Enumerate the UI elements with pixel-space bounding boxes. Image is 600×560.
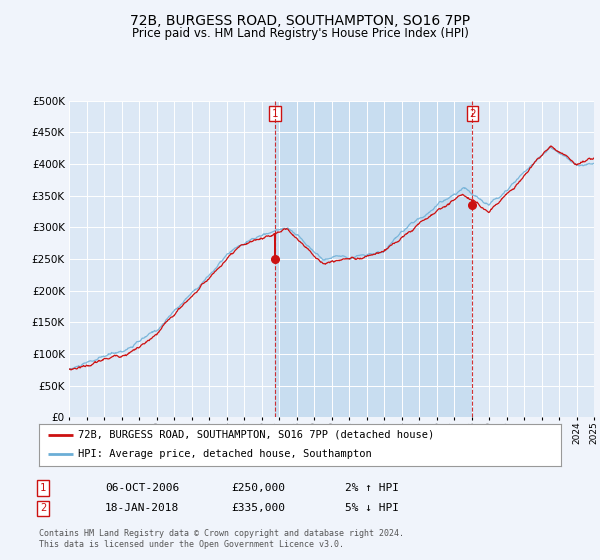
Text: 06-OCT-2006: 06-OCT-2006 <box>105 483 179 493</box>
Bar <box>275 101 472 417</box>
Text: 72B, BURGESS ROAD, SOUTHAMPTON, SO16 7PP (detached house): 72B, BURGESS ROAD, SOUTHAMPTON, SO16 7PP… <box>78 430 434 440</box>
Text: HPI: Average price, detached house, Southampton: HPI: Average price, detached house, Sout… <box>78 449 372 459</box>
Text: £250,000: £250,000 <box>231 483 285 493</box>
Text: £335,000: £335,000 <box>231 503 285 514</box>
Text: 5% ↓ HPI: 5% ↓ HPI <box>345 503 399 514</box>
Text: Price paid vs. HM Land Registry's House Price Index (HPI): Price paid vs. HM Land Registry's House … <box>131 27 469 40</box>
Text: 18-JAN-2018: 18-JAN-2018 <box>105 503 179 514</box>
Text: 2: 2 <box>40 503 46 514</box>
Text: 2% ↑ HPI: 2% ↑ HPI <box>345 483 399 493</box>
Text: 72B, BURGESS ROAD, SOUTHAMPTON, SO16 7PP: 72B, BURGESS ROAD, SOUTHAMPTON, SO16 7PP <box>130 14 470 28</box>
Text: 2: 2 <box>469 109 476 119</box>
Text: Contains HM Land Registry data © Crown copyright and database right 2024.: Contains HM Land Registry data © Crown c… <box>39 529 404 538</box>
Text: 1: 1 <box>40 483 46 493</box>
Text: 1: 1 <box>272 109 278 119</box>
Text: This data is licensed under the Open Government Licence v3.0.: This data is licensed under the Open Gov… <box>39 540 344 549</box>
